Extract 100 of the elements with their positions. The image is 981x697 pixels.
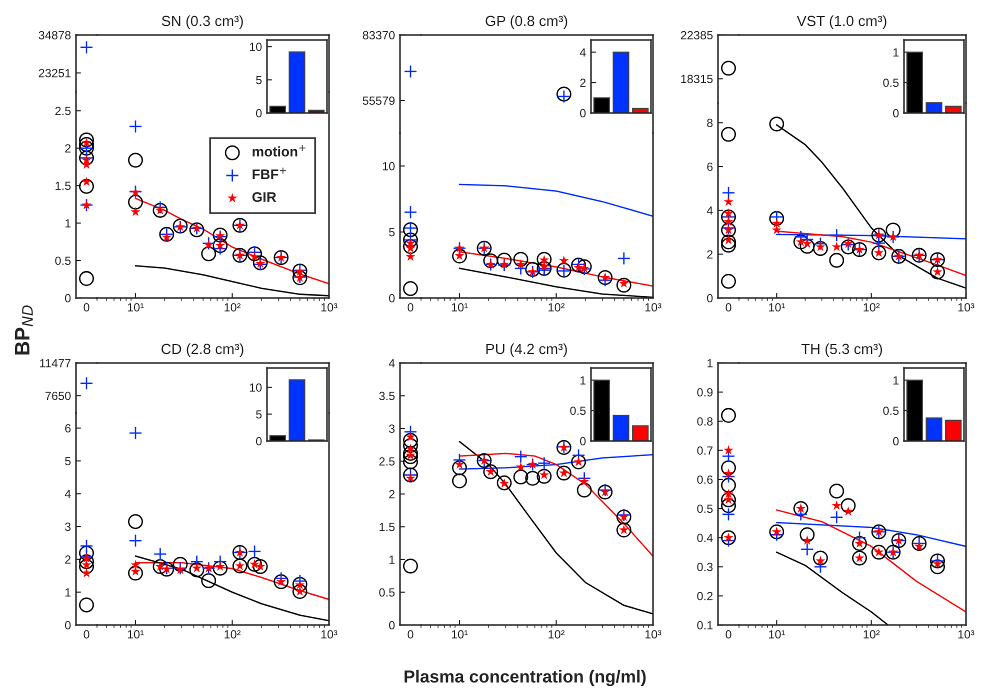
y-tick-label: 0.3 (697, 562, 713, 572)
x-tick-label: 0 (84, 630, 90, 639)
y-tick-label: 0 (65, 621, 71, 630)
x-tick-label: 10² (864, 630, 880, 639)
x-tick-label: 0 (84, 303, 90, 312)
y-tick-label: 2 (580, 78, 586, 87)
legend-label: motion$^{+}$ (252, 144, 306, 157)
y-tick-label: 4 (64, 490, 71, 498)
y-tick-label: 1 (707, 359, 713, 368)
y-tick-label: 0 (893, 437, 899, 446)
y-tick-label: 34878 (38, 31, 71, 40)
x-tick-label: 0 (408, 630, 414, 639)
y-tick-label: 0.6 (697, 475, 713, 484)
y-axis-title: BP$_{ND}$ (15, 305, 33, 355)
y-tick-label: 1 (893, 48, 899, 56)
x-tick-label: 10³ (321, 303, 338, 312)
x-tick-label: 10³ (958, 303, 974, 312)
y-tick-label: 5 (65, 457, 71, 466)
x-tick-label: 10² (548, 303, 565, 312)
x-tick-label: 0 (726, 630, 732, 639)
y-tick-label: 2 (389, 490, 395, 498)
x-tick-label: 10³ (645, 303, 662, 312)
y-tick-label: 0.5 (883, 406, 899, 415)
y-tick-label: 22385 (680, 31, 713, 40)
y-tick-label: 4 (706, 206, 713, 215)
chart-title: GP (0.8 cm³) (486, 15, 568, 29)
x-tick-label: 10¹ (769, 303, 785, 312)
y-tick-label: 1.5 (56, 182, 71, 190)
y-tick-label: 1 (580, 376, 586, 384)
x-tick-label: 10¹ (452, 630, 468, 639)
y-tick-label: 0 (707, 294, 713, 302)
y-tick-label: 2 (707, 250, 713, 258)
x-tick-label: 0 (408, 303, 414, 312)
x-tick-label: 10³ (321, 630, 338, 639)
y-tick-label: 0.7 (697, 446, 713, 455)
y-tick-label: 11477 (40, 359, 71, 368)
y-tick-label: 18315 (681, 74, 713, 84)
chart-title: CD (2.8 cm³) (162, 343, 244, 357)
x-tick-label: 10¹ (769, 630, 785, 639)
y-tick-label: 0.5 (570, 406, 586, 415)
x-tick-label: 0 (726, 303, 732, 312)
y-tick-label: 0 (893, 109, 899, 118)
y-tick-label: 2 (65, 144, 71, 152)
chart-title: PU (4.2 cm³) (486, 343, 567, 357)
y-tick-label: 1.5 (380, 522, 395, 532)
y-tick-label: 0 (256, 437, 262, 446)
y-tick-label: 2.5 (379, 457, 395, 466)
y-tick-label: 1 (65, 588, 71, 596)
x-tick-label: 10² (548, 630, 565, 639)
y-tick-label: 5 (256, 410, 262, 419)
y-tick-label: 23251 (38, 68, 71, 78)
y-tick-label: 3 (65, 522, 71, 531)
y-tick-label: 0 (256, 109, 262, 118)
y-tick-label: 4 (580, 48, 586, 56)
y-tick-label: 0 (65, 294, 71, 302)
y-tick-label: 4 (388, 359, 395, 368)
y-tick-label: 0 (389, 294, 395, 302)
x-tick-label: 10¹ (128, 630, 144, 639)
y-tick-label: 0.4 (697, 534, 713, 542)
y-tick-label: 1 (65, 219, 71, 228)
x-tick-label: 10² (224, 630, 241, 639)
x-tick-label: 10² (864, 303, 880, 312)
y-tick-label: 3.5 (379, 392, 395, 400)
y-tick-label: 0.5 (697, 504, 713, 513)
y-tick-label: 83370 (362, 31, 395, 40)
y-tick-label: 2 (65, 555, 71, 564)
y-tick-label: 8 (707, 118, 713, 128)
y-tick-label: 10 (382, 162, 395, 170)
legend-label: FBF$^{+}$ (252, 168, 286, 180)
x-tick-label: 10³ (958, 630, 974, 639)
y-tick-label: 5 (256, 76, 262, 84)
y-tick-label: 0.8 (697, 417, 713, 426)
y-tick-label: 0.5 (379, 588, 395, 597)
y-tick-label: 2.5 (55, 106, 71, 116)
y-tick-label: 0.1 (697, 621, 713, 630)
chart-title: TH (5.3 cm³) (801, 343, 882, 357)
y-tick-label: 7650 (45, 392, 71, 400)
y-tick-label: 10 (250, 42, 262, 52)
y-tick-label: 10 (250, 383, 262, 392)
x-tick-label: 10³ (645, 630, 662, 639)
y-tick-label: 3 (389, 424, 395, 433)
y-tick-label: 1 (389, 556, 395, 564)
x-tick-label: 10² (224, 303, 241, 312)
x-tick-label: 10¹ (452, 303, 468, 312)
y-tick-label: 0 (580, 109, 586, 118)
legend-label: GIR (252, 192, 276, 202)
x-tick-label: 10¹ (128, 303, 144, 312)
y-tick-label: 6 (707, 162, 713, 171)
y-tick-label: 0.2 (697, 592, 713, 600)
y-tick-label: 5 (389, 228, 395, 236)
chart-title: SN (0.3 cm³) (162, 15, 243, 29)
y-tick-label: 0.5 (55, 256, 71, 265)
y-tick-label: 55579 (362, 96, 395, 105)
y-tick-label: 6 (65, 424, 71, 432)
y-tick-label: 0 (580, 437, 586, 446)
y-tick-label: 1 (893, 376, 899, 384)
y-tick-label: 0 (389, 621, 395, 630)
y-tick-label: 0.9 (697, 388, 713, 397)
chart-title: VST (1.0 cm³) (796, 15, 886, 29)
y-tick-label: 0.5 (883, 78, 899, 87)
